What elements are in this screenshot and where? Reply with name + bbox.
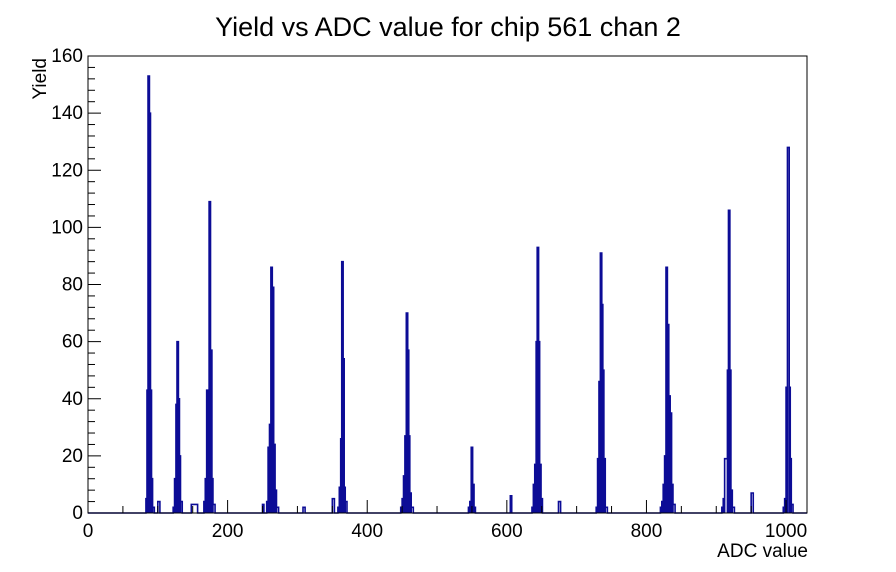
axis-ticks bbox=[87, 55, 787, 514]
y-tick-label: 0 bbox=[72, 503, 83, 524]
x-tick-label: 200 bbox=[212, 521, 244, 542]
x-tick-label: 600 bbox=[491, 521, 523, 542]
y-tick-label: 140 bbox=[51, 103, 83, 124]
y-tick-label: 100 bbox=[51, 217, 83, 238]
x-tick-label: 400 bbox=[351, 521, 383, 542]
histogram-path bbox=[88, 75, 807, 514]
y-axis-title: Yield bbox=[30, 58, 51, 100]
y-tick-label: 20 bbox=[62, 446, 83, 467]
y-tick-label: 160 bbox=[51, 46, 83, 67]
axis-tick-labels: 0 200 400 600 800 1000 0 20 40 60 80 100 120 140 160 bbox=[51, 46, 807, 542]
x-tick-label: 800 bbox=[631, 521, 663, 542]
histogram-line bbox=[88, 75, 807, 514]
chart-title: Yield vs ADC value for chip 561 chan 2 bbox=[215, 12, 681, 42]
y-tick-label: 80 bbox=[62, 275, 83, 296]
x-tick-label: 1000 bbox=[765, 521, 807, 542]
y-tick-label: 120 bbox=[51, 160, 83, 181]
y-tick-label: 40 bbox=[62, 389, 83, 410]
x-tick-label: 0 bbox=[83, 521, 94, 542]
plot-frame bbox=[87, 55, 808, 514]
y-tick-label: 60 bbox=[62, 332, 83, 353]
x-axis-title: ADC value bbox=[717, 541, 808, 562]
